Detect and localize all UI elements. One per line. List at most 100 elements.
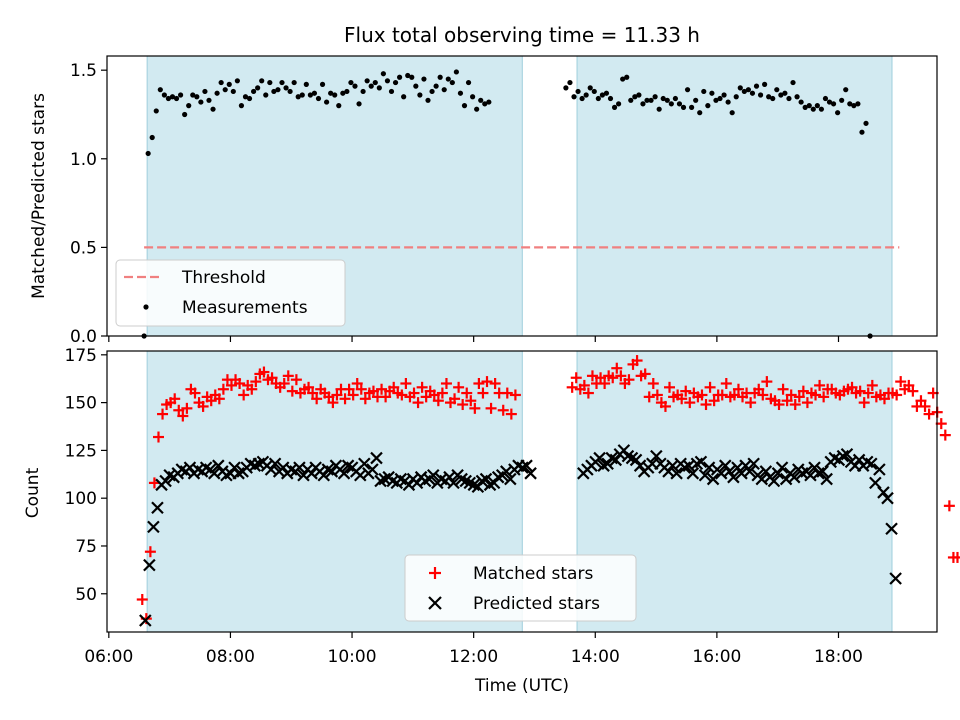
matched-stars-point <box>708 395 720 407</box>
measurement-point <box>826 99 833 105</box>
predicted-stars-point <box>317 468 331 482</box>
measurement-point <box>319 81 326 87</box>
measurement-point <box>417 92 423 98</box>
measurement-point <box>587 85 593 91</box>
matched-stars-point <box>599 377 611 389</box>
matched-stars-point <box>416 381 428 393</box>
measurement-point <box>453 69 459 75</box>
measurement-point <box>757 92 764 98</box>
predicted-stars-point <box>743 465 756 478</box>
measurement-point <box>186 103 192 109</box>
measurement-point <box>336 103 342 109</box>
matched-stars-point <box>351 377 363 389</box>
predicted-stars-point <box>885 522 898 536</box>
measurement-point <box>680 104 687 110</box>
measurement-point <box>226 81 232 87</box>
predicted-stars-point <box>706 472 720 486</box>
bottom-axes-frame <box>106 350 938 633</box>
measurement-point <box>190 92 196 98</box>
measurement-point <box>835 110 841 116</box>
matched-stars-point <box>453 381 465 393</box>
matched-stars-point <box>745 397 757 409</box>
measurement-point <box>745 87 751 93</box>
measurement-point <box>376 85 382 91</box>
matched-stars-point <box>919 400 931 412</box>
matched-stars-point <box>696 389 708 401</box>
matched-stars-point <box>367 385 379 397</box>
predicted-stars-point <box>228 461 241 474</box>
measurement-point <box>356 101 362 107</box>
predicted-stars-point <box>143 558 156 572</box>
matched-stars-point <box>238 389 250 401</box>
matched-stars-point <box>461 387 473 399</box>
legend-measurements-swatch <box>143 304 149 310</box>
measurement-point <box>157 87 163 93</box>
predicted-stars-point <box>698 468 712 482</box>
measurement-point <box>275 87 281 93</box>
measurement-point <box>311 90 318 96</box>
measurement-point <box>287 88 293 95</box>
matched-stars-point <box>797 385 809 397</box>
matched-stars-point <box>720 377 732 389</box>
measurement-point <box>684 87 691 93</box>
measurement-point <box>271 88 277 95</box>
bottom-x-axis: 06:00 08:00 10:00 12:00 14:00 16:00 18:00 <box>84 632 863 667</box>
measurement-point <box>648 97 654 103</box>
measurement-point <box>810 106 816 112</box>
measurement-point <box>230 88 236 95</box>
measurement-point <box>668 101 674 107</box>
predicted-stars-point <box>775 461 789 474</box>
measurement-point <box>173 95 180 102</box>
measurement-point <box>741 88 747 95</box>
measurement-point <box>153 108 159 114</box>
matched-stars-point <box>359 393 371 405</box>
measurement-point <box>705 103 711 109</box>
predicted-stars-point <box>787 470 801 484</box>
measurement-point <box>603 90 610 96</box>
matched-stars-point <box>854 385 866 397</box>
matched-stars-point <box>278 377 290 389</box>
measurement-point <box>571 94 577 100</box>
legend-matched-label: Matched stars <box>473 564 593 584</box>
matched-stars-point <box>286 385 298 397</box>
matched-stars-point <box>781 395 793 407</box>
measurement-point <box>721 92 727 98</box>
predicted-stars-point <box>139 614 152 627</box>
measurement-point <box>421 76 427 82</box>
top-legend-box <box>115 259 346 327</box>
predicted-stars-point <box>686 467 700 480</box>
measurement-point <box>628 97 634 103</box>
matched-stars-point <box>716 389 728 401</box>
y-tick-label: 50 <box>75 585 97 605</box>
matched-stars-point <box>311 393 323 405</box>
measurement-point <box>563 85 569 91</box>
shaded-interval <box>576 55 893 337</box>
matched-stars-point <box>250 376 262 388</box>
predicted-stars-point <box>820 472 833 486</box>
matched-stars-point <box>481 376 493 388</box>
predicted-stars-point <box>366 463 379 476</box>
matched-stars-point <box>773 399 785 411</box>
predicted-stars-point <box>865 457 878 471</box>
x-tick-label: 14:00 <box>571 647 620 667</box>
matched-stars-point <box>785 389 797 401</box>
matched-stars-point <box>866 379 878 391</box>
measurement-point <box>843 87 849 93</box>
predicted-stars-point <box>593 451 606 465</box>
matched-stars-point <box>684 397 696 409</box>
matched-stars-point <box>793 391 805 403</box>
measurement-point <box>429 88 435 95</box>
matched-stars-point <box>858 397 870 409</box>
matched-stars-point <box>643 391 655 403</box>
bottom-legend: Matched stars Predicted stars <box>404 554 637 622</box>
measurement-point <box>798 99 804 105</box>
top-y-axis: 0.0 0.5 1.0 1.5 <box>70 61 107 347</box>
predicted-stars-point <box>808 461 821 474</box>
measurement-point <box>348 79 354 86</box>
measurement-point <box>579 95 585 102</box>
measurement-point <box>689 104 695 110</box>
matched-stars-point <box>566 381 578 393</box>
matched-stars-point <box>400 377 412 389</box>
measurement-point <box>770 95 776 102</box>
matched-stars-point <box>862 387 874 399</box>
